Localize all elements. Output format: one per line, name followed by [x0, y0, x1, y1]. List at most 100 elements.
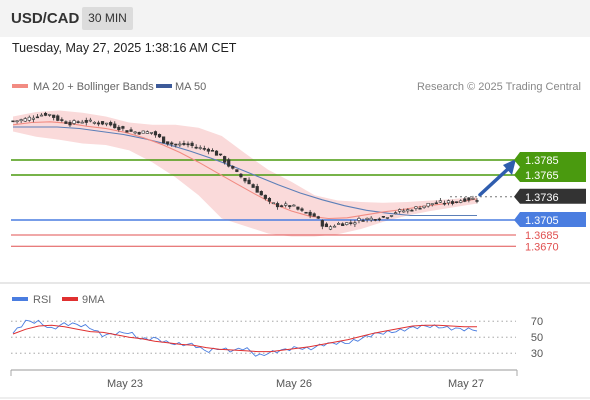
candle-body	[459, 200, 463, 203]
candle-body	[125, 130, 129, 133]
candle-body	[239, 173, 243, 178]
support-price-label: 1.3685	[525, 230, 559, 242]
candle-body	[92, 121, 97, 124]
candle-body	[410, 209, 414, 212]
ma20-legend-label: MA 20 + Bollinger Bands	[33, 81, 154, 93]
pivot-price-label: 1.3705	[525, 215, 559, 227]
resistance-price-label: 1.3765	[525, 170, 559, 182]
rsi-ma-legend-swatch	[62, 297, 78, 301]
candle-body	[231, 166, 235, 169]
candle-body	[68, 121, 72, 126]
candle-body	[292, 204, 296, 207]
candle-body	[174, 143, 178, 146]
candle-body	[463, 198, 467, 202]
candle-body	[393, 212, 398, 214]
candle-body	[80, 121, 84, 124]
candle-body	[349, 222, 353, 224]
candle-body	[149, 132, 153, 134]
candle-body	[129, 129, 133, 132]
candle-body	[361, 220, 365, 222]
candle-body	[263, 194, 267, 199]
candle-body	[243, 177, 247, 182]
candle-body	[308, 211, 312, 216]
candle-body	[247, 179, 251, 185]
bollinger-band-area	[13, 110, 477, 237]
candle-body	[210, 150, 215, 152]
candle-body	[438, 200, 442, 203]
candle-body	[15, 120, 19, 123]
candle-body	[316, 216, 320, 219]
rsi-ma-line	[12, 324, 477, 353]
candle-body	[206, 148, 210, 152]
candle-body	[398, 209, 402, 212]
bollinger-bands	[13, 110, 477, 237]
candle-body	[202, 148, 206, 150]
candle-body	[56, 115, 60, 121]
candle-body	[467, 197, 471, 201]
candle-body	[385, 217, 390, 219]
candle-body	[345, 222, 349, 225]
resistance-price-tag	[514, 152, 586, 167]
candle-body	[442, 202, 447, 205]
candle-body	[161, 136, 166, 144]
candle-body	[43, 112, 48, 116]
timestamp: Tuesday, May 27, 2025 1:38:16 AM CET	[12, 41, 237, 55]
candle-body	[337, 223, 341, 225]
candle-body	[198, 147, 202, 149]
candle-body	[11, 120, 15, 123]
candle-body	[166, 141, 170, 145]
forecast-arrow	[478, 159, 516, 197]
candle-body	[100, 121, 105, 125]
candle-body	[88, 119, 92, 122]
rsi-legend-label: RSI	[33, 294, 51, 306]
candle-body	[145, 131, 149, 134]
candle-body	[48, 114, 52, 116]
candle-body	[284, 203, 288, 206]
ma20-legend-swatch	[12, 84, 28, 88]
candle-body	[19, 119, 23, 122]
interval-selector[interactable]: 30 MIN	[82, 7, 133, 30]
candle-body	[190, 142, 194, 146]
candle-body	[96, 122, 101, 125]
forecast-arrow-shaft	[478, 166, 511, 197]
candle-body	[23, 118, 27, 122]
candle-body	[475, 200, 479, 202]
candle-body	[72, 120, 76, 124]
candle-body	[418, 207, 422, 210]
rsi-ma-legend-label: 9MA	[82, 294, 105, 306]
rsi-line	[12, 319, 478, 357]
candle-body	[300, 208, 304, 211]
candle-body	[52, 114, 56, 118]
candle-body	[186, 143, 190, 146]
candle-body	[280, 205, 284, 208]
candle-body	[324, 223, 329, 228]
candle-body	[455, 201, 459, 203]
candle-body	[377, 218, 381, 221]
candle-body	[178, 143, 182, 146]
candle-body	[182, 143, 186, 145]
resistance-price-label: 1.3785	[525, 155, 559, 167]
candle-body	[353, 222, 357, 225]
candle-body	[35, 116, 40, 119]
candle-body	[137, 132, 141, 135]
candle-body	[235, 169, 239, 172]
resistance-price-tag	[514, 167, 586, 182]
candle-body	[288, 205, 292, 208]
candle-body	[214, 150, 219, 156]
candle-body	[381, 216, 385, 218]
candle-body	[267, 197, 272, 202]
candle-body	[39, 114, 44, 117]
ma50-legend-swatch	[156, 84, 172, 88]
symbol-title: USD/CAD	[11, 10, 80, 27]
candle-body	[357, 218, 361, 221]
copyright-text: Research © 2025 Trading Central	[417, 81, 581, 93]
candle-body	[64, 121, 68, 124]
candle-body	[369, 217, 373, 221]
candle-body	[153, 131, 158, 136]
key-levels	[11, 159, 516, 247]
candle-body	[296, 206, 300, 210]
candle-body	[255, 186, 259, 193]
candle-body	[426, 202, 430, 207]
candle-body	[60, 119, 64, 121]
